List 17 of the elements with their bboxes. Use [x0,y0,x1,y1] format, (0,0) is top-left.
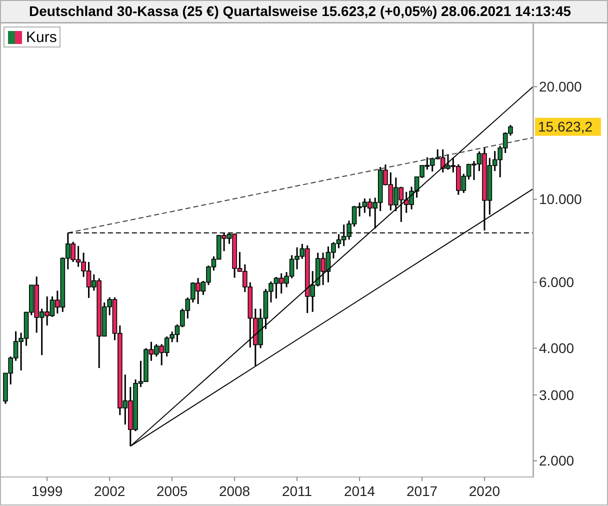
y-tick-label: 10.000 [539,191,582,208]
y-tick-label: 3.000 [539,386,574,403]
chart-title: Deutschland 30-Kassa (25 €) Quartalsweise 15.623,2 (+0,05%) 28.06.2021 14:13:45 [29,3,572,19]
y-tick-label: 6.000 [539,274,574,290]
x-tick-label: 2011 [282,483,312,499]
y-tick-label: 4.000 [539,340,574,356]
x-tick-label: 2008 [218,483,250,499]
y-tick-label: 2.000 [539,452,574,469]
x-tick-label: 1999 [32,483,63,499]
x-tick-label: 2014 [344,483,376,499]
x-tick-label: 2005 [156,483,188,499]
legend-label: Kurs [26,29,57,46]
x-tick-label: 2020 [468,483,500,499]
x-tick-label: 2017 [406,483,438,499]
y-tick-label: 20.000 [539,78,582,95]
x-tick-label: 2002 [94,483,126,499]
annotation: 15.623,2 [538,118,593,135]
